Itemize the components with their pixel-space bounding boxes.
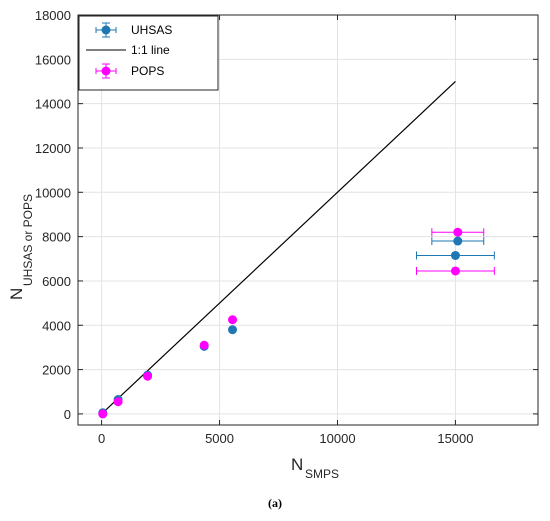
uhsas-legend-label: UHSAS [131, 23, 172, 37]
pops-point [143, 371, 153, 381]
y-tick-label: 18000 [35, 8, 71, 23]
x-tick-label: 15000 [437, 431, 473, 446]
uhsas-point [450, 250, 460, 260]
y-tick-label: 6000 [42, 274, 71, 289]
pops-point [228, 315, 238, 325]
pops-point [98, 409, 108, 419]
y-tick-label: 16000 [35, 52, 71, 67]
x-axis-label-subscript: SMPS [305, 467, 339, 481]
reference-line-legend-label: 1:1 line [131, 43, 170, 57]
y-axis-label-main: N [7, 288, 26, 300]
y-tick-label: 0 [64, 407, 71, 422]
y-tick-label: 2000 [42, 363, 71, 378]
legend: UHSAS 1:1 line POPS [78, 15, 219, 91]
scatter-chart: 0 5000 10000 15000 0 2000 4000 6000 8000 10000 120… [7, 8, 539, 481]
x-tick-label: 5000 [205, 431, 234, 446]
y-axis-label: N UHSAS or POPS [7, 194, 35, 300]
pops-point [199, 340, 209, 350]
pops-point [450, 266, 460, 276]
pops-point [453, 227, 463, 237]
y-axis-label-subscript: UHSAS or POPS [21, 194, 35, 286]
pops-point [113, 397, 123, 407]
figure-caption: (a) [268, 496, 282, 510]
y-tick-label: 4000 [42, 318, 71, 333]
uhsas-point [228, 325, 238, 335]
uhsas-legend-marker [101, 25, 111, 35]
x-tick-label: 0 [98, 431, 105, 446]
x-tick-label: 10000 [319, 431, 355, 446]
uhsas-point [453, 236, 463, 246]
plot-frame [77, 14, 539, 426]
reference-line [101, 81, 456, 415]
pops-legend-marker [101, 66, 111, 76]
pops-legend-label: POPS [131, 64, 164, 78]
y-tick-label: 10000 [35, 185, 71, 200]
data-marks [98, 227, 495, 419]
y-tick-label: 14000 [35, 97, 71, 112]
y-tick-label: 12000 [35, 141, 71, 156]
x-axis-label-main: N [291, 455, 303, 474]
y-tick-label: 8000 [42, 230, 71, 245]
reference-line-group [101, 81, 456, 415]
axes: 0 5000 10000 15000 0 2000 4000 6000 8000 10000 120… [35, 8, 539, 446]
